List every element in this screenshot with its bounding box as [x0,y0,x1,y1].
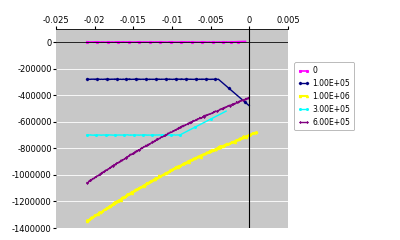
1.00E+05 [247,104,252,107]
6.00E+05 [85,181,90,184]
3.00E+05 [136,134,141,137]
1.00E+05 [116,78,120,80]
1.00E+05 [207,78,212,81]
3.00E+05 [224,110,228,113]
0 [208,41,212,44]
6.00E+05 [162,134,167,137]
1.00E+06 [85,220,90,222]
6.00E+05 [84,181,89,184]
0 [186,40,191,43]
Line: 0: 0 [86,41,246,43]
0 [136,41,141,44]
1.00E+06 [254,131,259,133]
1.00E+06 [128,192,133,195]
1.00E+05 [84,78,89,81]
1.00E+06 [115,201,120,204]
1.00E+05 [211,78,216,81]
6.00E+05 [218,108,223,111]
3.00E+05 [185,130,190,132]
3.00E+05 [99,134,104,137]
6.00E+05 [163,133,168,136]
0 [178,41,183,43]
3.00E+05 [135,134,140,137]
1.00E+05 [166,78,171,81]
Legend: 0, 1.00E+05, 1.00E+06, 3.00E+05, 6.00E+05: 0, 1.00E+05, 1.00E+06, 3.00E+05, 6.00E+0… [294,62,354,130]
Line: 1.00E+06: 1.00E+06 [86,131,258,222]
0 [84,41,89,43]
1.00E+06 [162,173,166,176]
1.00E+05 [135,78,140,81]
1.00E+06 [255,131,260,134]
3.00E+05 [215,114,220,117]
3.00E+05 [106,134,111,137]
6.00E+05 [182,124,186,127]
6.00E+05 [173,129,178,132]
0 [243,40,248,43]
1.00E+06 [198,156,203,159]
6.00E+05 [243,97,248,100]
3.00E+05 [84,134,89,137]
0 [155,41,160,43]
1.00E+06 [84,219,89,222]
0 [179,41,184,44]
3.00E+05 [102,134,106,137]
6.00E+05 [247,96,252,99]
0 [232,40,237,43]
Line: 3.00E+05: 3.00E+05 [86,110,227,136]
1.00E+05 [213,78,218,81]
Line: 6.00E+05: 6.00E+05 [86,96,250,184]
1.00E+05 [88,78,92,81]
1.00E+06 [185,161,190,164]
1.00E+06 [213,148,218,150]
Line: 1.00E+05: 1.00E+05 [86,78,250,107]
